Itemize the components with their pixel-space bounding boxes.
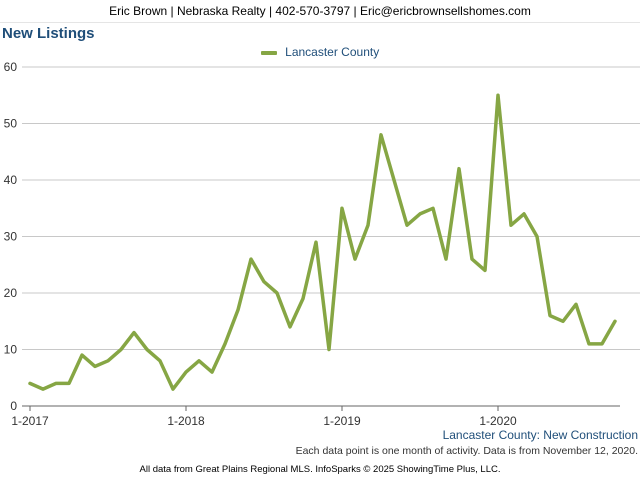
y-tick-label-40: 40 [4, 173, 18, 187]
header-contact-text: Eric Brown | Nebraska Realty | 402-570-3… [109, 4, 531, 18]
y-tick-label-20: 20 [4, 286, 18, 300]
y-tick-label-10: 10 [4, 343, 18, 357]
footer-credit: All data from Great Plains Regional MLS.… [139, 464, 501, 475]
header-bar: Eric Brown | Nebraska Realty | 402-570-3… [0, 0, 640, 23]
chart-title: New Listings [2, 25, 95, 42]
x-tick-label-1-2018: 1-2018 [167, 414, 205, 428]
y-tick-label-0: 0 [10, 399, 17, 413]
x-tick-label-1-2017: 1-2017 [11, 414, 49, 428]
series-line-lancaster-county [28, 93, 617, 391]
y-tick-label-50: 50 [4, 117, 18, 131]
x-tick-label-1-2019: 1-2019 [323, 414, 361, 428]
y-tick-label-60: 60 [4, 60, 18, 74]
y-tick-label-30: 30 [4, 230, 18, 244]
legend-swatch [260, 50, 277, 55]
data-note: Each data point is one month of activity… [295, 445, 638, 457]
x-tick-label-1-2020: 1-2020 [479, 414, 517, 428]
legend: Lancaster County [0, 45, 640, 61]
legend-label: Lancaster County [285, 45, 380, 59]
chart-subtitle: Lancaster County: New Construction [442, 428, 638, 442]
